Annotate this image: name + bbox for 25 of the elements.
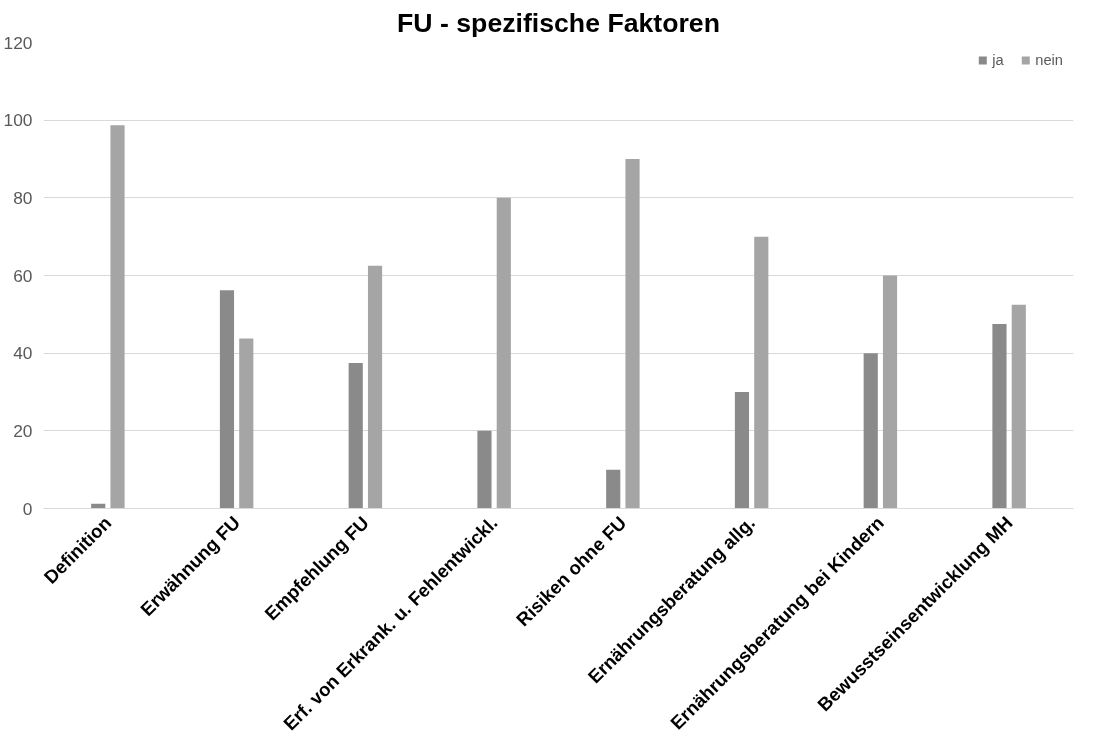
- bar: [882, 275, 898, 509]
- bar: [219, 290, 235, 509]
- bar: [239, 338, 254, 509]
- bar: [496, 197, 511, 509]
- y-tick-label: 120: [3, 32, 33, 53]
- bar: [863, 353, 878, 509]
- bar: [348, 362, 363, 509]
- bar: [110, 125, 125, 509]
- bar: [367, 265, 383, 509]
- legend-label: nein: [1035, 52, 1063, 68]
- bar: [734, 392, 750, 509]
- y-tick-label: 0: [22, 498, 33, 519]
- bar: [992, 324, 1007, 509]
- bar: [754, 236, 769, 509]
- y-tick-label: 80: [13, 187, 33, 208]
- y-tick-label: 20: [13, 420, 33, 441]
- bar: [625, 159, 640, 509]
- chart-title: FU - spezifische Faktoren: [397, 7, 720, 38]
- y-tick-label: 40: [13, 343, 33, 364]
- y-tick-label: 60: [13, 265, 33, 286]
- legend-label: ja: [992, 52, 1005, 68]
- bar: [477, 430, 492, 509]
- y-tick-label: 100: [3, 110, 33, 131]
- bar: [1011, 304, 1026, 509]
- bar: [606, 469, 621, 509]
